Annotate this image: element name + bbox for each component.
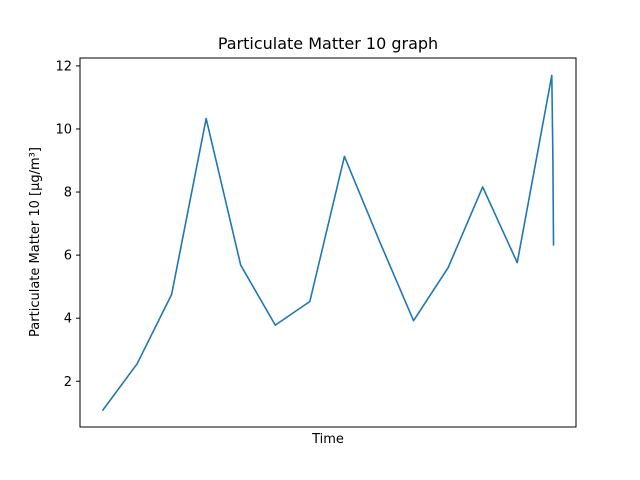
axes-frame bbox=[79, 57, 577, 428]
plot-area bbox=[101, 74, 555, 412]
y-tick-label: 6 bbox=[64, 249, 72, 264]
y-axis-label: Particulate Matter 10 [μg/m³] bbox=[28, 147, 43, 337]
y-tick-label: 2 bbox=[64, 375, 72, 390]
y-tick-label: 12 bbox=[55, 59, 72, 74]
chart-title: Particulate Matter 10 graph bbox=[218, 34, 438, 53]
y-tick-label: 10 bbox=[55, 122, 72, 137]
y-tick-label: 8 bbox=[64, 186, 72, 201]
series-line bbox=[101, 74, 555, 412]
x-axis-label: Time bbox=[311, 432, 344, 447]
y-tick-label: 4 bbox=[64, 312, 72, 327]
y-axis-ticks: 2 4 6 8 10 12 bbox=[55, 59, 80, 390]
